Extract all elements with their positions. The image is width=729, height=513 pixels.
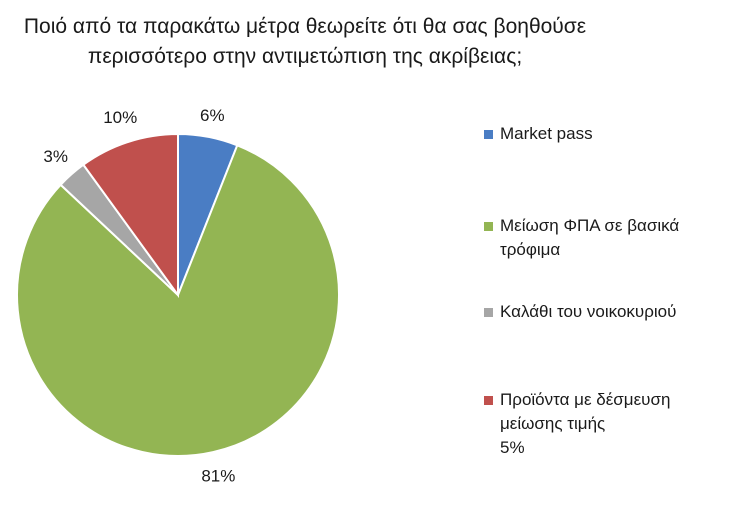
legend-label-vat-reduction-line-2: τρόφιμα bbox=[500, 240, 561, 259]
legend-label-price-commitment: Προϊόντα με δέσμευση μείωσης τιμής 5% bbox=[500, 388, 670, 460]
chart-title-line-1: Ποιό από τα παρακάτω μέτρα θεωρείτε ότι … bbox=[23, 15, 587, 38]
pie-labels: 6% 81% 3% 10% bbox=[43, 106, 235, 485]
legend-swatch-household-basket bbox=[484, 308, 493, 317]
legend-item-household-basket: Καλάθι του νοικοκυριού bbox=[484, 300, 724, 324]
legend-label-market-pass: Market pass bbox=[500, 124, 593, 143]
legend-label-household-basket: Καλάθι του νοικοκυριού bbox=[500, 302, 677, 321]
legend-label-price-commitment-line-1: Προϊόντα με δέσμευση bbox=[500, 390, 671, 409]
legend-swatch-vat-reduction bbox=[484, 222, 493, 231]
legend-swatch-market-pass bbox=[484, 130, 493, 139]
pie-slice-price-commitment bbox=[81, 132, 179, 299]
pie-slice-vat-reduction bbox=[16, 144, 340, 457]
legend-swatch-price-commitment bbox=[484, 396, 493, 405]
chart-title: Ποιό από τα παρακάτω μέτρα θεωρείτε ότι … bbox=[0, 12, 610, 72]
legend-label-vat-reduction-line-1: Μείωση ΦΠΑ σε βασικά bbox=[500, 216, 680, 235]
legend-item-price-commitment: Προϊόντα με δέσμευση μείωσης τιμής 5% bbox=[484, 388, 724, 460]
pie-label-market-pass: 6% bbox=[200, 106, 225, 125]
legend-extra-value: 5% bbox=[500, 438, 525, 457]
legend-label-vat-reduction: Μείωση ΦΠΑ σε βασικά τρόφιμα bbox=[500, 214, 679, 262]
pie-label-price-commitment: 10% bbox=[103, 108, 137, 127]
legend-item-market-pass: Market pass bbox=[484, 122, 724, 146]
chart-title-line-2: περισσότερο στην αντιμετώπιση της ακρίβε… bbox=[87, 45, 523, 68]
pie-label-household-basket: 3% bbox=[43, 147, 68, 166]
pie-slices bbox=[16, 132, 340, 457]
legend-label-price-commitment-line-2: μείωσης τιμής bbox=[500, 414, 606, 433]
pie-label-vat-reduction: 81% bbox=[201, 467, 235, 486]
legend-item-vat-reduction: Μείωση ΦΠΑ σε βασικά τρόφιμα bbox=[484, 214, 724, 262]
